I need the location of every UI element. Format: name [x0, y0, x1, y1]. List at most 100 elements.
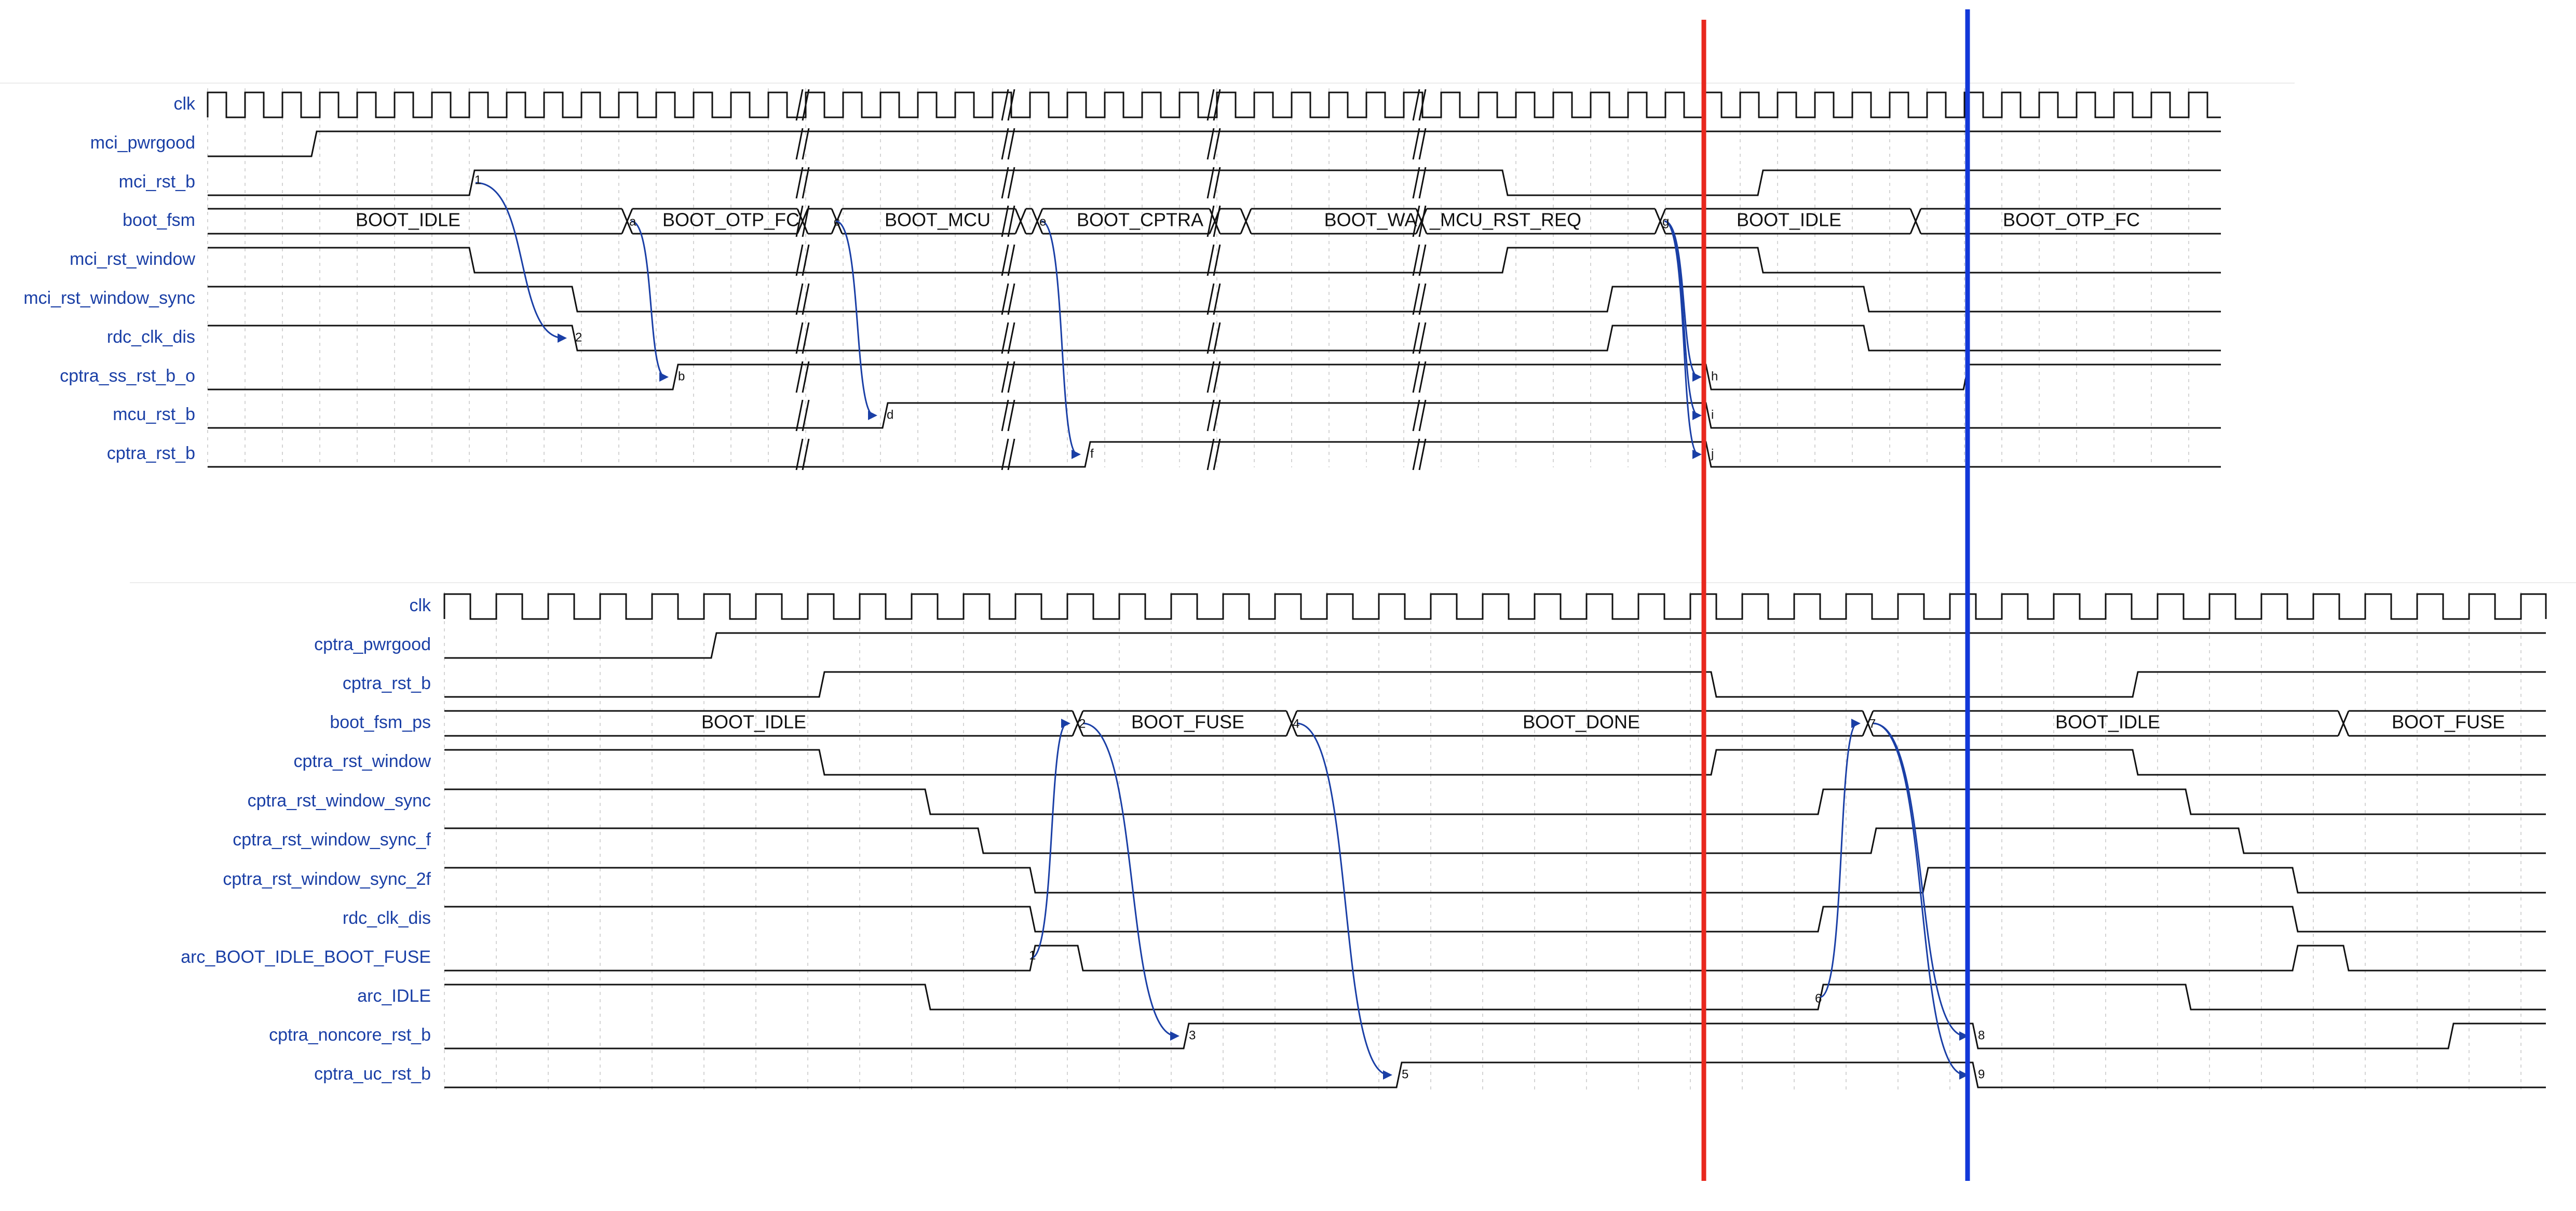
cptra-pwrgood-wave — [444, 632, 2546, 659]
cptra-noncore-rst-b-wave — [444, 1022, 2546, 1049]
gap-mark — [795, 283, 810, 315]
dependency-arrow — [475, 182, 564, 339]
upper-label-cptra_rst_b: cptra_rst_b — [107, 443, 195, 463]
mci-rst-window-sync-wave — [208, 286, 2221, 313]
dependency-arrow — [631, 220, 666, 378]
gap-mark — [795, 399, 810, 432]
lower-node: 7 — [1869, 717, 1876, 731]
mci-pwrgood-wave — [208, 130, 2221, 157]
lower-node: 3 — [1189, 1028, 1196, 1042]
upper-node: g — [1662, 214, 1669, 228]
dependency-arrow — [835, 220, 875, 416]
lower-label-clk: clk — [409, 596, 431, 615]
boot-fsm-state: BOOT_OTP_FC — [662, 209, 799, 231]
lower-label-cptra_rst_window_sync: cptra_rst_window_sync — [248, 791, 431, 811]
boot-fsm-state: BOOT_WA — [1324, 209, 1417, 231]
lower-node: 9 — [1978, 1067, 1985, 1081]
boot-fsm-segment — [1251, 208, 1416, 235]
lower-node: 2 — [1079, 717, 1086, 731]
upper-label-mci_rst_window: mci_rst_window — [70, 249, 195, 269]
upper-label-rdc_clk_dis: rdc_clk_dis — [107, 327, 195, 347]
boot-fsm-segment — [208, 208, 622, 235]
boot-fsm-ps-segment — [1297, 710, 1863, 737]
boot-fsm-transition — [1240, 208, 1252, 234]
dependency-arrow — [1873, 722, 1966, 1037]
boot-fsm-ps-segment — [1873, 710, 2338, 737]
lower-rdc-clk-dis-wave — [444, 906, 2546, 933]
lower-cptra-rst-b-wave — [444, 671, 2546, 698]
gap-mark — [1001, 283, 1015, 315]
dependency-arrow — [1031, 722, 1068, 959]
arrow-head — [659, 372, 669, 382]
boot-fsm-ps-transition — [1862, 710, 1874, 736]
gap-mark — [795, 244, 810, 276]
gap-mark — [1412, 438, 1427, 470]
lower-label-cptra_rst_b: cptra_rst_b — [343, 674, 431, 693]
boot-fsm-state: BOOT_IDLE — [356, 209, 460, 231]
lower-label-arc_IDLE: arc_IDLE — [357, 986, 431, 1006]
boot-fsm-segment — [1427, 208, 1655, 235]
boot-fsm-segment — [842, 208, 1015, 235]
gap-mark — [1001, 438, 1015, 470]
lower-label-cptra_noncore_rst_b: cptra_noncore_rst_b — [269, 1025, 431, 1045]
gap-mark — [1206, 167, 1221, 199]
boot-fsm-ps-state: BOOT_IDLE — [701, 711, 806, 733]
mci-rst-b-wave — [208, 169, 2221, 196]
gap-mark — [795, 322, 810, 354]
arrow-head — [1959, 1070, 1969, 1080]
mcu-rst-b-wave — [208, 402, 2221, 429]
upper-label-mci_pwrgood: mci_pwrgood — [90, 133, 195, 153]
boot-fsm-ps-segment — [2349, 710, 2546, 737]
upper-node: 2 — [575, 330, 582, 344]
lower-label-cptra_rst_window_sync_2f: cptra_rst_window_sync_2f — [223, 869, 431, 889]
cptra-ss-rst-b-o-wave — [208, 364, 2221, 391]
arrow-head — [558, 333, 567, 343]
upper-clk-wave — [207, 91, 2221, 118]
upper-node: d — [887, 408, 893, 422]
gap-mark — [795, 438, 810, 470]
arc-idle-wave — [444, 984, 2546, 1011]
dependency-arrow — [1820, 722, 1858, 998]
gap-mark — [795, 89, 810, 121]
boot-fsm-ps-segment — [1083, 710, 1286, 737]
lower-label-cptra_pwrgood: cptra_pwrgood — [314, 635, 431, 654]
gap-mark — [1206, 438, 1221, 470]
lower-node: 6 — [1815, 991, 1822, 1005]
upper-node: j — [1711, 447, 1714, 461]
gap-mark — [1412, 167, 1427, 199]
signal-labels: clk mci_pwrgood mci_rst_b boot_fsm mci_rst_w… — [23, 94, 431, 1084]
arrow-head — [1383, 1070, 1392, 1080]
boot-fsm-segment — [1220, 208, 1241, 235]
upper-label-mci_rst_window_sync: mci_rst_window_sync — [23, 288, 195, 308]
cptra-rst-window-wave — [444, 749, 2546, 776]
gap-mark — [1001, 322, 1015, 354]
gap-mark — [1412, 244, 1427, 276]
gap-mark — [1206, 361, 1221, 393]
lower-label-rdc_clk_dis: rdc_clk_dis — [343, 908, 431, 928]
dependency-arrow — [1296, 722, 1390, 1076]
gap-mark — [1001, 128, 1015, 160]
arrow-head — [1692, 372, 1702, 382]
lower-label-arc_BOOT_IDLE_BOOT_FUSE: arc_BOOT_IDLE_BOOT_FUSE — [181, 947, 431, 967]
dependency-arrow — [1664, 220, 1699, 455]
lower-node: 1 — [1029, 948, 1036, 962]
cptra-rst-window-sync-wave — [444, 788, 2546, 815]
dependency-arrows — [475, 182, 1969, 1080]
upper-label-clk: clk — [173, 94, 196, 114]
gap-mark — [795, 205, 810, 237]
upper-node: i — [1711, 408, 1714, 422]
gap-mark — [795, 167, 810, 199]
boot-fsm-ps-transition — [2337, 710, 2350, 736]
gap-mark — [1206, 205, 1221, 237]
gap-mark — [1412, 399, 1427, 432]
gap-mark — [1412, 361, 1427, 393]
upper-cptra-rst-b-wave — [208, 441, 2221, 468]
upper-node: f — [1090, 447, 1094, 461]
gap-mark — [795, 128, 810, 160]
boot-fsm-transition — [1014, 208, 1027, 234]
upper-node: e — [1039, 214, 1046, 228]
gap-mark — [795, 361, 810, 393]
node-labels: 1 2 a b c d e f g h i j 1 2 3 4 5 6 7 8 9 — [474, 173, 1985, 1081]
upper-label-boot_fsm: boot_fsm — [123, 210, 195, 230]
boot-fsm-transition — [621, 208, 633, 234]
